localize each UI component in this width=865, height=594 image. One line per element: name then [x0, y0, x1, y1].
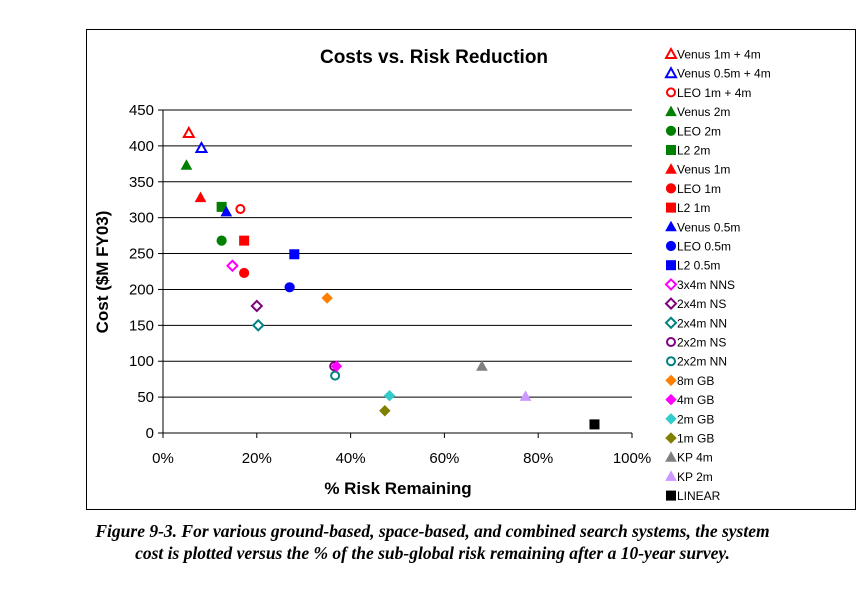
legend-marker — [664, 316, 678, 330]
data-point — [216, 235, 227, 246]
data-point — [239, 235, 250, 246]
legend-label: L2 2m — [677, 144, 710, 158]
legend-label: 2m GB — [677, 412, 714, 426]
y-tick-label: 300 — [129, 210, 154, 227]
data-point — [194, 191, 207, 203]
legend-marker — [665, 105, 677, 117]
legend-label: LEO 0.5m — [677, 240, 731, 254]
legend-label: 4m GB — [677, 393, 714, 407]
legend-marker — [665, 125, 677, 136]
legend-marker — [666, 337, 676, 347]
y-axis-label: Cost ($M FY03) — [93, 211, 112, 334]
y-tick-label: 200 — [129, 281, 154, 298]
legend-label: 2x2m NS — [677, 336, 726, 350]
data-point — [194, 140, 209, 154]
legend-marker — [664, 277, 678, 291]
legend-label: Venus 1m — [677, 163, 730, 177]
legend-marker — [665, 183, 677, 194]
y-tick-label: 100 — [129, 353, 154, 370]
legend-label: LEO 2m — [677, 124, 721, 138]
data-point — [225, 259, 239, 273]
y-tick-label: 150 — [129, 317, 154, 334]
data-point — [250, 299, 264, 313]
legend-label: L2 0.5m — [677, 259, 720, 273]
legend-marker — [664, 66, 678, 79]
data-point — [330, 360, 343, 372]
y-tick-label: 0 — [146, 425, 154, 442]
x-tick-label: 40% — [336, 450, 366, 467]
legend-marker — [666, 202, 676, 213]
legend-marker — [665, 163, 677, 174]
data-point — [284, 282, 295, 293]
data-point — [321, 292, 333, 304]
legend-marker — [665, 470, 677, 481]
y-tick-label: 250 — [129, 246, 154, 263]
legend-marker — [665, 220, 677, 232]
legend-label: 1m GB — [677, 432, 714, 446]
data-point — [476, 360, 488, 371]
legend-marker — [666, 87, 676, 98]
legend-marker — [665, 451, 677, 462]
legend-label: 3x4m NNS — [677, 278, 735, 292]
legend-marker — [666, 490, 676, 501]
gridlines — [163, 109, 632, 434]
legend-marker — [665, 432, 677, 444]
legend-label: L2 1m — [677, 201, 710, 215]
legend-label: Venus 0.5m — [677, 220, 740, 234]
data-point — [182, 125, 196, 138]
y-tick-label: 350 — [129, 174, 154, 191]
legend-marker — [665, 374, 677, 387]
data-point — [383, 389, 396, 402]
legend-marker — [665, 393, 677, 406]
x-axis-label: % Risk Remaining — [324, 479, 471, 498]
x-tick-label: 80% — [523, 450, 553, 467]
chart-frame — [86, 29, 856, 510]
legend-label: 8m GB — [677, 374, 714, 388]
data-points — [180, 125, 600, 430]
y-tick-label: 450 — [129, 102, 154, 119]
data-point — [239, 267, 250, 279]
figure-caption: Figure 9-3. For various ground-based, sp… — [0, 520, 865, 564]
x-tick-label: 100% — [613, 450, 651, 467]
data-point — [251, 318, 265, 332]
x-tick-label: 60% — [429, 450, 459, 467]
legend-marker — [664, 46, 678, 59]
legend-label: LEO 1m + 4m — [677, 86, 751, 100]
caption-line-1: Figure 9-3. For various ground-based, sp… — [95, 521, 770, 541]
legend-marker — [666, 260, 676, 271]
axes: 0 50 100 150 200 250 300 350 400 450 0% 20% 40% 60% 80… — [129, 102, 651, 467]
legend-marker — [666, 356, 676, 367]
data-point — [220, 205, 233, 217]
legend-marker — [665, 413, 677, 425]
legend: Venus 1m + 4m Venus 0.5m + 4m LEO 1m + 4m V… — [664, 46, 771, 503]
x-tick-label: 0% — [152, 450, 174, 467]
data-point — [180, 159, 193, 170]
legend-marker — [666, 145, 676, 155]
legend-label: 2x2m NN — [677, 355, 727, 369]
data-point — [235, 204, 246, 215]
caption-line-2: cost is plotted versus the % of the sub-… — [135, 543, 730, 563]
data-point — [379, 405, 391, 417]
x-tick-label: 20% — [242, 450, 272, 467]
legend-label: Venus 0.5m + 4m — [677, 67, 771, 81]
legend-label: KP 2m — [677, 470, 713, 484]
legend-label: Venus 2m — [677, 105, 730, 119]
data-point — [330, 370, 341, 381]
legend-label: 2x4m NN — [677, 316, 727, 330]
legend-label: KP 4m — [677, 451, 713, 465]
legend-label: 2x4m NS — [677, 297, 726, 311]
legend-label: LEO 1m — [677, 182, 721, 196]
chart: Costs vs. Risk Reduction 0 50 100 150 200 250… — [93, 46, 771, 503]
chart-title: Costs vs. Risk Reduction — [320, 47, 548, 68]
legend-marker — [665, 240, 677, 252]
legend-label: LINEAR — [677, 489, 721, 503]
data-point — [289, 249, 300, 260]
data-point — [519, 390, 532, 401]
legend-marker — [664, 297, 678, 311]
legend-label: Venus 1m + 4m — [677, 48, 761, 62]
data-point — [589, 419, 600, 430]
y-tick-label: 400 — [129, 138, 154, 155]
y-tick-label: 50 — [137, 389, 154, 406]
